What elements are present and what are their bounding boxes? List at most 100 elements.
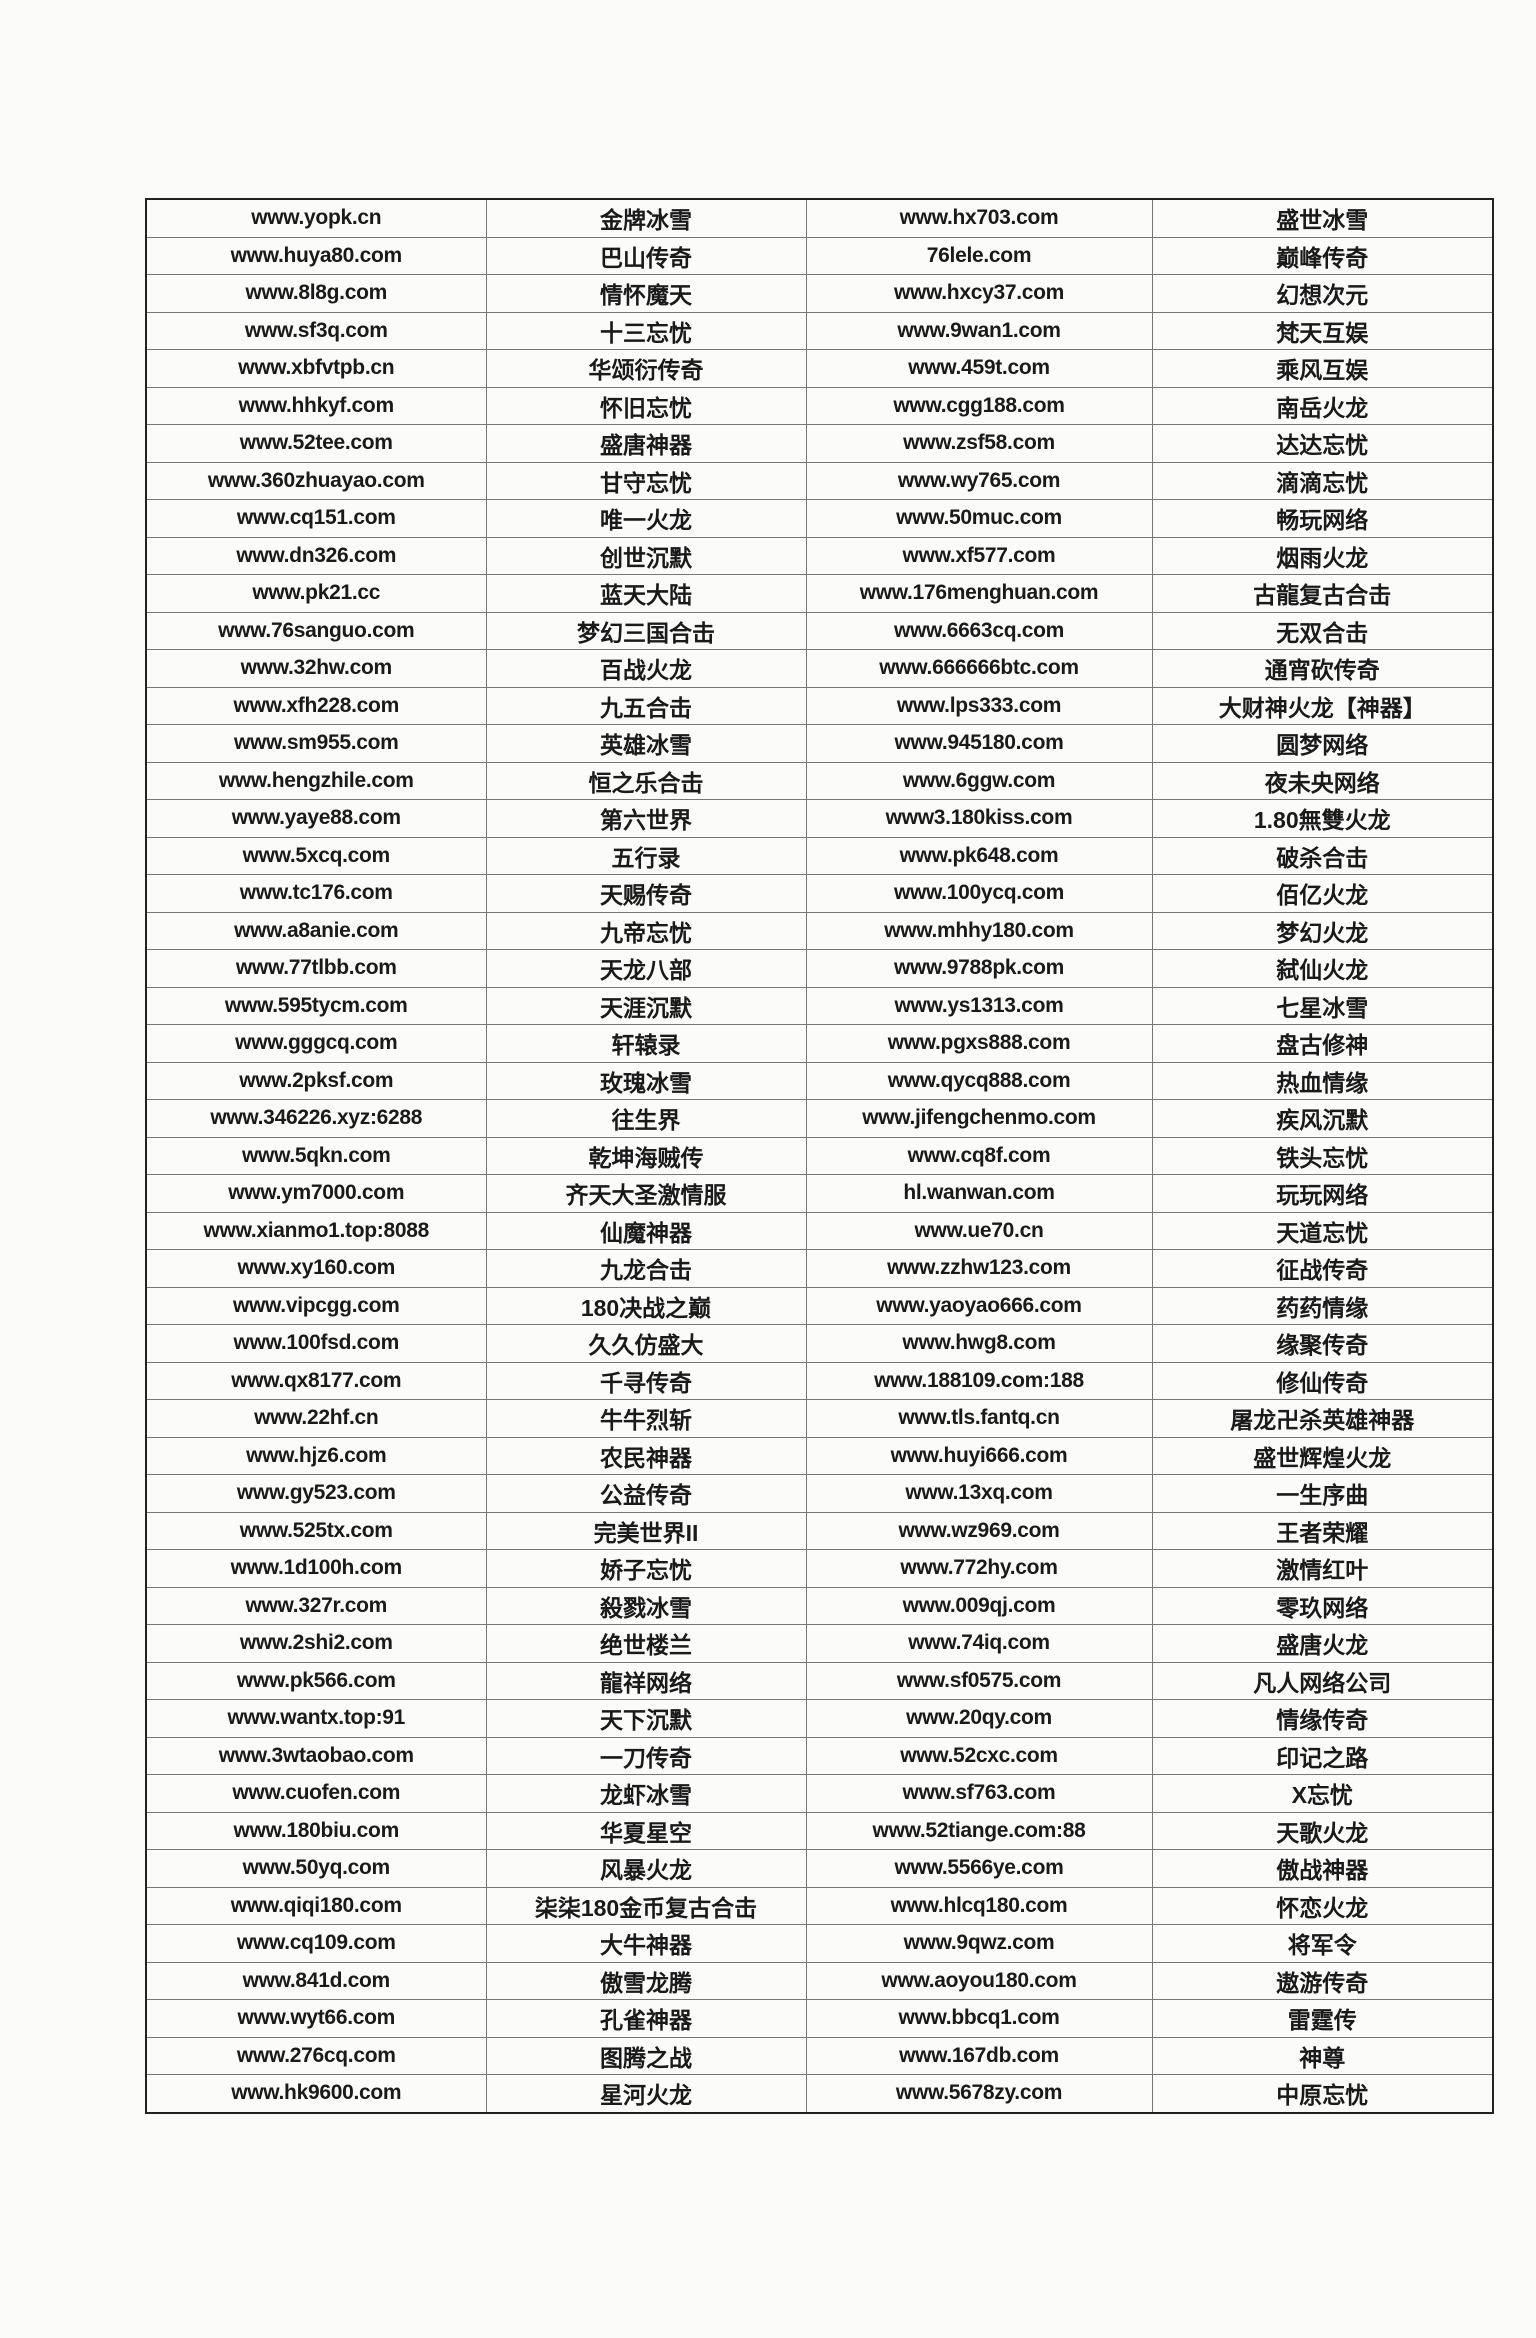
site-url-cell: www.945180.com: [805, 724, 1153, 763]
site-url-cell: www.360zhuayao.com: [145, 461, 487, 500]
site-url-cell: www.5678zy.com: [805, 2074, 1153, 2113]
site-url-cell: www.525tx.com: [145, 1511, 487, 1550]
site-name-cell: 中原忘忧: [1151, 2074, 1494, 2113]
site-url-cell: www.pk648.com: [805, 836, 1153, 875]
site-name-cell: 盛世辉煌火龙: [1151, 1436, 1494, 1475]
table-row: www.hengzhile.com 恒之乐合击 www.6ggw.com 夜未央网络: [145, 761, 1494, 800]
site-url-cell: www.77tlbb.com: [145, 949, 487, 988]
site-name-cell: 五行录: [485, 836, 807, 875]
site-name-cell: 情怀魔天: [485, 274, 807, 313]
table-row: www.841d.com 傲雪龙腾 www.aoyou180.com 遨游传奇: [145, 1961, 1494, 2000]
site-url-cell: www.6663cq.com: [805, 611, 1153, 650]
site-url-cell: www.huya80.com: [145, 236, 487, 275]
table-row: www.qiqi180.com 柒柒180金币复古合击 www.hlcq180.co…: [145, 1886, 1494, 1925]
site-url-cell: www.459t.com: [805, 349, 1153, 388]
site-url-cell: www.pgxs888.com: [805, 1024, 1153, 1063]
table-row: www.360zhuayao.com 甘守忘忧 www.wy765.com 滴滴忘忧: [145, 461, 1494, 500]
site-name-cell: 七星冰雪: [1151, 986, 1494, 1025]
site-name-cell: 殺戮冰雪: [485, 1586, 807, 1625]
site-name-cell: 金牌冰雪: [485, 198, 807, 238]
site-url-cell: www.5566ye.com: [805, 1849, 1153, 1888]
site-name-cell: 龍祥网络: [485, 1661, 807, 1700]
site-name-cell: 破杀合击: [1151, 836, 1494, 875]
site-name-cell: X忘忧: [1151, 1774, 1494, 1813]
table-row: www.2shi2.com 绝世楼兰 www.74iq.com 盛唐火龙: [145, 1624, 1494, 1663]
site-name-cell: 柒柒180金币复古合击: [485, 1886, 807, 1925]
site-url-cell: www.hhkyf.com: [145, 386, 487, 425]
site-name-cell: 王者荣耀: [1151, 1511, 1494, 1550]
site-url-cell: www.cq109.com: [145, 1924, 487, 1963]
site-name-cell: 情缘传奇: [1151, 1699, 1494, 1738]
site-url-cell: www.hx703.com: [805, 198, 1153, 238]
site-name-cell: 天龙八部: [485, 949, 807, 988]
table-row: www.cq151.com 唯一火龙 www.50muc.com 畅玩网络: [145, 499, 1494, 538]
site-name-cell: 天赐传奇: [485, 874, 807, 913]
site-url-cell: hl.wanwan.com: [805, 1174, 1153, 1213]
site-name-cell: 滴滴忘忧: [1151, 461, 1494, 500]
site-name-cell: 九五合击: [485, 686, 807, 725]
site-url-cell: www.mhhy180.com: [805, 911, 1153, 950]
site-name-cell: 孔雀神器: [485, 1999, 807, 2038]
table-body: www.yopk.cn 金牌冰雪 www.hx703.com 盛世冰雪 www.huya…: [145, 198, 1494, 2113]
site-url-cell: www.2shi2.com: [145, 1624, 487, 1663]
site-url-cell: www.pk21.cc: [145, 574, 487, 613]
site-url-cell: www.ys1313.com: [805, 986, 1153, 1025]
site-url-cell: www.hjz6.com: [145, 1436, 487, 1475]
table-row: www.ym7000.com 齐天大圣激情服 hl.wanwan.com 玩玩网络: [145, 1174, 1494, 1213]
site-url-cell: www.sf3q.com: [145, 311, 487, 350]
site-name-cell: 创世沉默: [485, 536, 807, 575]
site-name-cell: 缘聚传奇: [1151, 1324, 1494, 1363]
table-row: www.50yq.com 风暴火龙 www.5566ye.com 傲战神器: [145, 1849, 1494, 1888]
site-name-cell: 玫瑰冰雪: [485, 1061, 807, 1100]
site-name-cell: 傲战神器: [1151, 1849, 1494, 1888]
table-row: www.hjz6.com 农民神器 www.huyi666.com 盛世辉煌火龙: [145, 1436, 1494, 1475]
site-name-cell: 热血情缘: [1151, 1061, 1494, 1100]
site-name-cell: 通宵砍传奇: [1151, 649, 1494, 688]
site-name-cell: 一生序曲: [1151, 1474, 1494, 1513]
table-row: www.qx8177.com 千寻传奇 www.188109.com:188 修仙传奇: [145, 1361, 1494, 1400]
site-name-cell: 风暴火龙: [485, 1849, 807, 1888]
site-url-cell: www.772hy.com: [805, 1549, 1153, 1588]
site-name-cell: 甘守忘忧: [485, 461, 807, 500]
site-url-cell: www.jifengchenmo.com: [805, 1099, 1153, 1138]
site-url-cell: www.52tiange.com:88: [805, 1811, 1153, 1850]
site-url-cell: www.wz969.com: [805, 1511, 1153, 1550]
site-url-cell: www.6ggw.com: [805, 761, 1153, 800]
site-name-cell: 娇子忘忧: [485, 1549, 807, 1588]
site-name-cell: 弑仙火龙: [1151, 949, 1494, 988]
site-name-cell: 盛唐火龙: [1151, 1624, 1494, 1663]
site-url-cell: www.cq151.com: [145, 499, 487, 538]
table-row: www.327r.com 殺戮冰雪 www.009qj.com 零玖网络: [145, 1586, 1494, 1625]
site-url-cell: www.8l8g.com: [145, 274, 487, 313]
site-name-cell: 九龙合击: [485, 1249, 807, 1288]
table-row: www.5qkn.com 乾坤海贼传 www.cq8f.com 铁头忘忧: [145, 1136, 1494, 1175]
site-name-cell: 神尊: [1151, 2036, 1494, 2075]
site-url-cell: www.lps333.com: [805, 686, 1153, 725]
table-row: www.8l8g.com 情怀魔天 www.hxcy37.com 幻想次元: [145, 274, 1494, 313]
site-url-cell: www.100ycq.com: [805, 874, 1153, 913]
site-url-cell: www.xfh228.com: [145, 686, 487, 725]
site-name-cell: 盘古修神: [1151, 1024, 1494, 1063]
site-url-cell: www.tls.fantq.cn: [805, 1399, 1153, 1438]
site-name-cell: 征战传奇: [1151, 1249, 1494, 1288]
site-name-cell: 绝世楼兰: [485, 1624, 807, 1663]
site-name-cell: 第六世界: [485, 799, 807, 838]
site-name-cell: 圆梦网络: [1151, 724, 1494, 763]
site-name-cell: 星河火龙: [485, 2074, 807, 2113]
site-name-cell: 天下沉默: [485, 1699, 807, 1738]
site-name-cell: 雷霆传: [1151, 1999, 1494, 2038]
site-name-cell: 零玖网络: [1151, 1586, 1494, 1625]
site-url-cell: www.hk9600.com: [145, 2074, 487, 2113]
site-url-cell: www.hengzhile.com: [145, 761, 487, 800]
site-url-cell: www.hwg8.com: [805, 1324, 1153, 1363]
site-url-cell: www.wyt66.com: [145, 1999, 487, 2038]
site-name-cell: 天道忘忧: [1151, 1211, 1494, 1250]
site-url-cell: www.9qwz.com: [805, 1924, 1153, 1963]
site-url-cell: www.2pksf.com: [145, 1061, 487, 1100]
site-name-cell: 巴山传奇: [485, 236, 807, 275]
site-url-cell: www.52tee.com: [145, 424, 487, 463]
site-url-cell: www.cq8f.com: [805, 1136, 1153, 1175]
site-url-cell: www.3wtaobao.com: [145, 1736, 487, 1775]
site-url-cell: www.aoyou180.com: [805, 1961, 1153, 2000]
site-name-cell: 梵天互娱: [1151, 311, 1494, 350]
